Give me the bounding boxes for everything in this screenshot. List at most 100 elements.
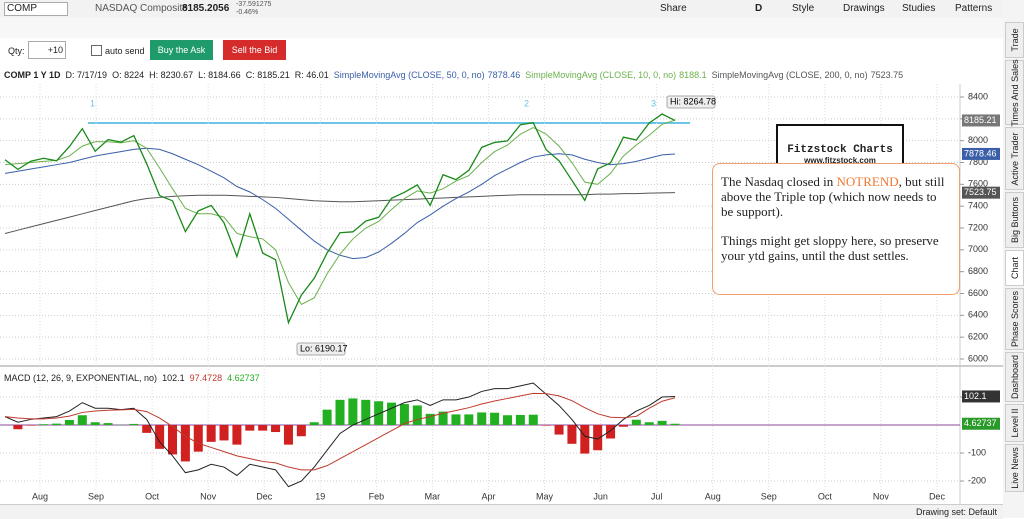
histogram-bar (52, 424, 61, 425)
toolbar-button[interactable]: D (755, 3, 762, 14)
auto-send-checkbox[interactable] (91, 45, 102, 56)
x-tick-label: Nov (200, 491, 217, 501)
annotation: 3 (651, 98, 656, 108)
status-bar: Drawing set: Default (0, 504, 1003, 519)
side-tabs: Trade Times And Sales Active Trader Big But… (1003, 0, 1024, 518)
side-tab[interactable]: Level II (1005, 404, 1024, 442)
legend-entry: SimpleMovingAvg (CLOSE, 10, 0, no) (525, 70, 676, 80)
histogram-bar (529, 415, 538, 425)
side-tab[interactable]: Times And Sales (1005, 60, 1024, 125)
side-tab[interactable]: Dashboard (1005, 352, 1024, 402)
histogram-bar (464, 414, 473, 425)
side-tab[interactable]: Chart (1005, 250, 1024, 286)
histogram-bar (477, 412, 486, 425)
description: NASDAQ Composite (95, 3, 188, 14)
toolbar-spacer (0, 18, 1003, 39)
order-bar: Qty: +10 auto send Buy the Ask Sell the … (0, 38, 1003, 64)
histogram-bar (142, 425, 151, 433)
histogram-bar (567, 425, 576, 444)
histogram-bar (632, 420, 641, 425)
macd-title: MACD (12, 26, 9, EXPONENTIAL, no) (4, 373, 157, 383)
toolbar-button[interactable]: Patterns (955, 3, 992, 14)
legend-entry: SimpleMovingAvg (CLOSE, 50, 0, no) (334, 70, 485, 80)
histogram-bar (232, 425, 241, 445)
x-tick-label: Dec (929, 491, 946, 501)
x-tick-label: Aug (32, 491, 48, 501)
histogram-bar (451, 414, 460, 425)
histogram-bar (580, 425, 589, 454)
price-tag-label: 102.1 (964, 391, 987, 401)
legend-value: 7523.75 (871, 70, 904, 80)
logo-title: Fitzstock Charts (778, 144, 902, 156)
ohlc-value: H: 8230.67 (149, 70, 193, 80)
histogram-bar (593, 425, 602, 450)
sell-button[interactable]: Sell the Bid (223, 40, 286, 60)
histogram-bar (516, 415, 525, 425)
lo-label: Lo: 6190.17 (300, 343, 348, 353)
x-tick-label: Feb (369, 491, 385, 501)
side-tab[interactable]: Trade (1005, 22, 1024, 58)
histogram-bar (284, 425, 293, 445)
macd-value: 4.62737 (227, 373, 260, 383)
auto-send-label: auto send (105, 46, 145, 56)
histogram-bar (503, 415, 512, 425)
y-tick-label: 6800 (968, 266, 988, 276)
histogram-bar (39, 424, 48, 425)
side-tab-label: Live News (1010, 447, 1020, 489)
side-tab-label: Times And Sales (1010, 59, 1020, 126)
histogram-bar (13, 425, 22, 429)
change-pct: -0.46% (236, 9, 258, 16)
histogram-bar (555, 425, 564, 435)
side-tab[interactable]: Active Trader (1005, 127, 1024, 190)
histogram-bar (619, 425, 628, 427)
side-tab-label: Trade (1010, 28, 1020, 51)
histogram-bar (335, 400, 344, 425)
legend-entry: SimpleMovingAvg (CLOSE, 200, 0, no) (712, 70, 868, 80)
side-tab[interactable]: Phase Scores (1005, 288, 1024, 350)
ohlc-value: C: 8185.21 (246, 70, 290, 80)
histogram-bar (129, 424, 138, 425)
histogram-bar (65, 420, 74, 425)
price-tag-label: 7878.46 (964, 148, 997, 158)
histogram-bar (323, 410, 332, 425)
qty-input[interactable]: +10 (28, 41, 66, 59)
y-tick-label: 7000 (968, 244, 988, 254)
annotation: 1 (90, 98, 95, 108)
x-tick-label: Dec (256, 491, 273, 501)
histogram-bar (348, 398, 357, 425)
side-tab-label: Level II (1010, 408, 1020, 437)
buy-button[interactable]: Buy the Ask (150, 40, 213, 60)
side-tab[interactable]: Big Buttons (1005, 192, 1024, 248)
x-tick-label: Jul (651, 491, 663, 501)
histogram-bar (245, 425, 254, 431)
symbol-box[interactable]: COMP (4, 2, 68, 16)
toolbar-button[interactable]: Studies (902, 3, 935, 14)
side-tab-label: Active Trader (1010, 132, 1020, 185)
y-tick-label: -100 (968, 447, 986, 457)
toolbar-button[interactable]: Style (792, 3, 814, 14)
comment-box: The Nasdaq closed in NOTREND, but still … (712, 163, 960, 295)
histogram-bar (310, 422, 319, 425)
annotation: 2 (524, 98, 529, 108)
histogram-bar (387, 403, 396, 425)
hi-label: Hi: 8264.78 (670, 96, 716, 106)
price-tag-label: 4.62737 (964, 418, 997, 428)
x-tick-label: Sep (761, 491, 777, 501)
toolbar-button[interactable]: Share (660, 3, 687, 14)
toolbar-button[interactable]: Drawings (843, 3, 885, 14)
side-tab-label: Phase Scores (1010, 291, 1020, 347)
histogram-bar (104, 423, 113, 425)
histogram-bar (91, 422, 100, 425)
histogram-bar (258, 425, 267, 431)
side-tab[interactable]: Live News (1005, 444, 1024, 492)
last-price: 8185.2056 (182, 3, 229, 14)
x-tick-label: Sep (88, 491, 104, 501)
y-tick-label: -200 (968, 475, 986, 485)
y-tick-label: 7200 (968, 222, 988, 232)
histogram-bar (658, 421, 667, 425)
qty-label: Qty: (8, 46, 25, 56)
y-tick-label: 6000 (968, 353, 988, 363)
x-tick-label: Aug (705, 491, 721, 501)
